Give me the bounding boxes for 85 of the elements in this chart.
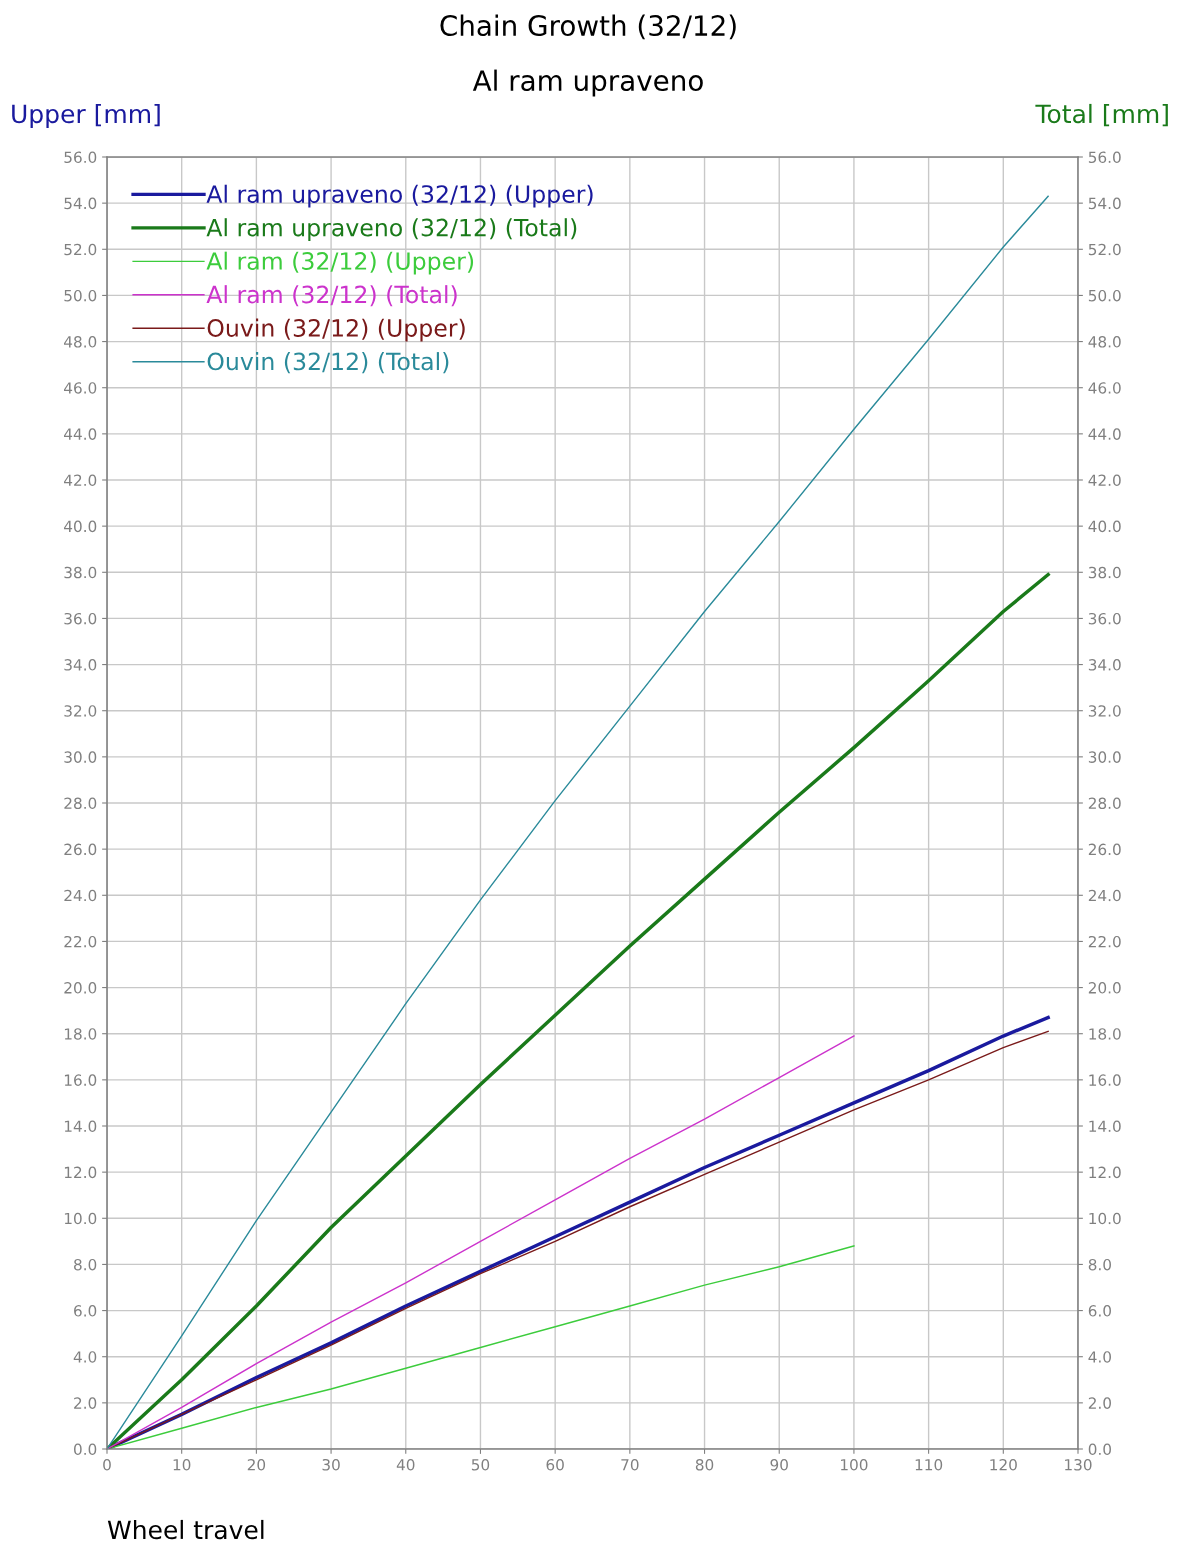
y2-tick-label: 0.0 bbox=[1088, 1443, 1111, 1456]
x-tick-label: 80 bbox=[695, 1458, 714, 1471]
x-tick-label: 110 bbox=[915, 1458, 943, 1471]
y2-tick-label: 2.0 bbox=[1088, 1397, 1111, 1409]
y2-tick-label: 56.0 bbox=[1088, 151, 1121, 164]
y2-tick-label: 26.0 bbox=[1088, 843, 1121, 856]
legend-label: Al ram upraveno (32/12) (Upper) bbox=[206, 184, 593, 208]
y-tick-label: 28.0 bbox=[64, 797, 97, 810]
x-tick-label: 20 bbox=[247, 1458, 266, 1471]
y-tick-label: 42.0 bbox=[64, 474, 97, 487]
y-tick-label: 8.0 bbox=[74, 1258, 97, 1271]
y2-tick-label: 12.0 bbox=[1089, 1166, 1121, 1179]
x-tick-label: 10 bbox=[173, 1458, 191, 1471]
y-tick-label: 36.0 bbox=[64, 612, 97, 625]
y2-tick-label: 42.0 bbox=[1088, 474, 1121, 487]
x-tick-label: 30 bbox=[322, 1458, 340, 1471]
y2-tick-label: 28.0 bbox=[1088, 797, 1121, 810]
y-tick-label: 24.0 bbox=[64, 889, 97, 902]
x-tick-label: 100 bbox=[841, 1458, 868, 1471]
y2-tick-label: 22.0 bbox=[1088, 935, 1121, 948]
y-tick-label: 34.0 bbox=[64, 659, 97, 671]
x-tick-label: 70 bbox=[621, 1458, 639, 1471]
y-tick-label: 20.0 bbox=[64, 982, 97, 994]
y2-tick-label: 6.0 bbox=[1088, 1305, 1111, 1317]
y-tick-label: 14.0 bbox=[64, 1120, 97, 1133]
y2-tick-label: 16.0 bbox=[1089, 1074, 1121, 1086]
y2-tick-label: 46.0 bbox=[1088, 382, 1121, 394]
legend-label: Ouvin (32/12) (Total) bbox=[207, 352, 449, 374]
y2-tick-label: 4.0 bbox=[1088, 1351, 1111, 1363]
y2-tick-label: 14.0 bbox=[1089, 1120, 1121, 1133]
y-axis-title: Upper [mm] bbox=[12, 103, 160, 129]
y-tick-label: 10.0 bbox=[64, 1212, 97, 1225]
chart-subtitle: Al ram upraveno bbox=[472, 69, 703, 97]
y-tick-label: 32.0 bbox=[64, 705, 97, 717]
y2-tick-label: 48.0 bbox=[1088, 336, 1121, 348]
y2-tick-label: 8.0 bbox=[1088, 1258, 1111, 1271]
y-tick-label: 52.0 bbox=[64, 243, 97, 256]
y2-tick-label: 36.0 bbox=[1088, 612, 1121, 625]
y-tick-label: 0.0 bbox=[73, 1443, 97, 1456]
y2-tick-label: 38.0 bbox=[1088, 566, 1121, 579]
y-tick-label: 48.0 bbox=[64, 336, 97, 348]
y-tick-label: 16.0 bbox=[64, 1074, 97, 1086]
y-tick-label: 56.0 bbox=[64, 151, 97, 164]
y-tick-label: 30.0 bbox=[64, 751, 97, 763]
legend-label: Al ram upraveno (32/12) (Total) bbox=[206, 218, 577, 242]
chart-title: Chain Growth (32/12) bbox=[440, 14, 736, 40]
y-tick-label: 22.0 bbox=[64, 935, 97, 948]
y2-tick-label: 32.0 bbox=[1088, 705, 1121, 717]
x-tick-label: 40 bbox=[396, 1458, 415, 1471]
y2-tick-label: 54.0 bbox=[1088, 197, 1121, 210]
y-tick-label: 46.0 bbox=[64, 382, 97, 394]
y2-tick-label: 10.0 bbox=[1089, 1212, 1121, 1225]
x-tick-label: 130 bbox=[1065, 1458, 1092, 1471]
y2-tick-label: 44.0 bbox=[1088, 428, 1121, 440]
y2-tick-label: 34.0 bbox=[1088, 659, 1121, 671]
y-tick-label: 40.0 bbox=[64, 520, 97, 533]
y2-axis-title: Total [mm] bbox=[1035, 103, 1168, 127]
line-series bbox=[107, 1035, 855, 1449]
y-tick-label: 26.0 bbox=[64, 843, 97, 856]
y-tick-label: 4.0 bbox=[73, 1351, 97, 1363]
legend-label: Ouvin (32/12) (Upper) bbox=[207, 318, 465, 342]
y-tick-label: 44.0 bbox=[64, 428, 97, 440]
y-tick-label: 54.0 bbox=[64, 197, 97, 210]
line-series bbox=[107, 572, 1050, 1449]
y-tick-label: 2.0 bbox=[74, 1397, 97, 1409]
y-tick-label: 18.0 bbox=[64, 1028, 97, 1040]
y-tick-label: 50.0 bbox=[64, 289, 97, 302]
x-tick-label: 120 bbox=[990, 1458, 1017, 1471]
y2-tick-label: 30.0 bbox=[1088, 751, 1121, 763]
y2-tick-label: 20.0 bbox=[1088, 982, 1121, 994]
x-tick-label: 60 bbox=[546, 1458, 564, 1471]
y2-tick-label: 52.0 bbox=[1088, 243, 1121, 256]
x-tick-label: 90 bbox=[770, 1458, 788, 1471]
y-tick-label: 38.0 bbox=[64, 566, 97, 579]
x-axis-title: Wheel travel bbox=[107, 1519, 264, 1540]
y-tick-label: 6.0 bbox=[74, 1305, 97, 1317]
y2-tick-label: 40.0 bbox=[1088, 520, 1121, 533]
legend-label: Al ram (32/12) (Upper) bbox=[206, 251, 474, 275]
x-tick-label: 50 bbox=[471, 1458, 490, 1471]
legend-label: Al ram (32/12) (Total) bbox=[206, 285, 457, 307]
y2-tick-label: 50.0 bbox=[1088, 289, 1121, 302]
y2-tick-label: 24.0 bbox=[1088, 889, 1121, 902]
y-tick-label: 12.0 bbox=[64, 1166, 97, 1179]
x-tick-label: 0 bbox=[103, 1458, 111, 1471]
y2-tick-label: 18.0 bbox=[1089, 1028, 1121, 1040]
